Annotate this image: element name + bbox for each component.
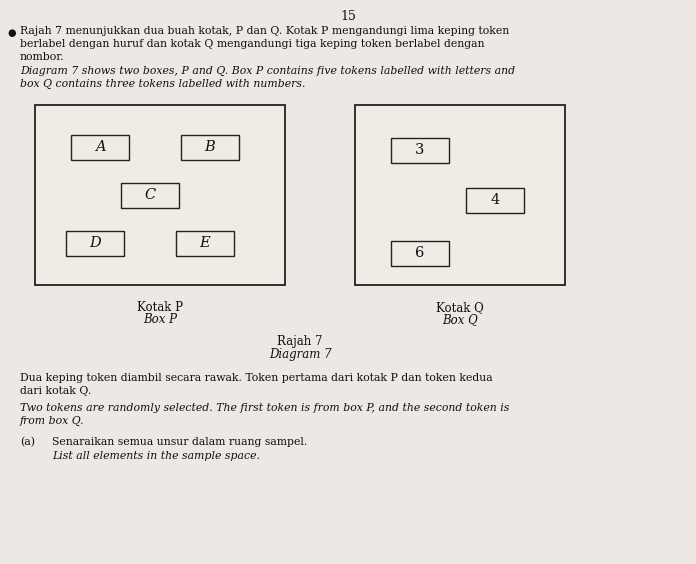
Text: 3: 3	[416, 143, 425, 157]
Bar	[66, 231, 124, 255]
Text: List all elements in the sample space.: List all elements in the sample space.	[52, 451, 260, 461]
Text: berlabel dengan huruf dan kotak Q mengandungi tiga keping token berlabel dengan: berlabel dengan huruf dan kotak Q mengan…	[20, 39, 484, 49]
Text: Diagram 7 shows two boxes, P and Q. Box P contains five tokens labelled with let: Diagram 7 shows two boxes, P and Q. Box …	[20, 66, 515, 76]
Bar	[391, 240, 449, 266]
Text: ●: ●	[7, 28, 15, 38]
Text: Kotak P: Kotak P	[137, 301, 183, 314]
Bar	[35, 105, 285, 285]
Text: Kotak Q: Kotak Q	[436, 301, 484, 314]
Bar	[176, 231, 234, 255]
Text: 4: 4	[491, 193, 500, 207]
Bar	[355, 105, 565, 285]
Text: Rajah 7: Rajah 7	[277, 335, 323, 348]
Text: dari kotak Q.: dari kotak Q.	[20, 386, 91, 396]
Text: nombor.: nombor.	[20, 52, 65, 62]
Text: box Q contains three tokens labelled with numbers.: box Q contains three tokens labelled wit…	[20, 79, 306, 89]
Text: Box Q: Box Q	[442, 313, 478, 326]
Bar	[121, 183, 179, 208]
Text: B: B	[205, 140, 215, 154]
Text: Box P: Box P	[143, 313, 177, 326]
Text: Rajah 7 menunjukkan dua buah kotak, P dan Q. Kotak P mengandungi lima keping tok: Rajah 7 menunjukkan dua buah kotak, P da…	[20, 26, 509, 36]
Text: 15: 15	[340, 10, 356, 23]
Text: Diagram 7: Diagram 7	[269, 348, 331, 361]
Text: C: C	[144, 188, 156, 202]
Text: Two tokens are randomly selected. The first token is from box P, and the second : Two tokens are randomly selected. The fi…	[20, 403, 509, 413]
Text: E: E	[200, 236, 210, 250]
Text: (a): (a)	[20, 437, 35, 447]
Text: 6: 6	[416, 246, 425, 260]
Bar	[181, 134, 239, 160]
Text: from box Q.: from box Q.	[20, 416, 85, 426]
Text: Senaraikan semua unsur dalam ruang sampel.: Senaraikan semua unsur dalam ruang sampe…	[52, 437, 307, 447]
Bar	[71, 134, 129, 160]
Text: Dua keping token diambil secara rawak. Token pertama dari kotak P dan token kedu: Dua keping token diambil secara rawak. T…	[20, 373, 493, 383]
Bar	[391, 138, 449, 162]
Text: A: A	[95, 140, 105, 154]
Bar	[466, 187, 524, 213]
Text: D: D	[89, 236, 101, 250]
